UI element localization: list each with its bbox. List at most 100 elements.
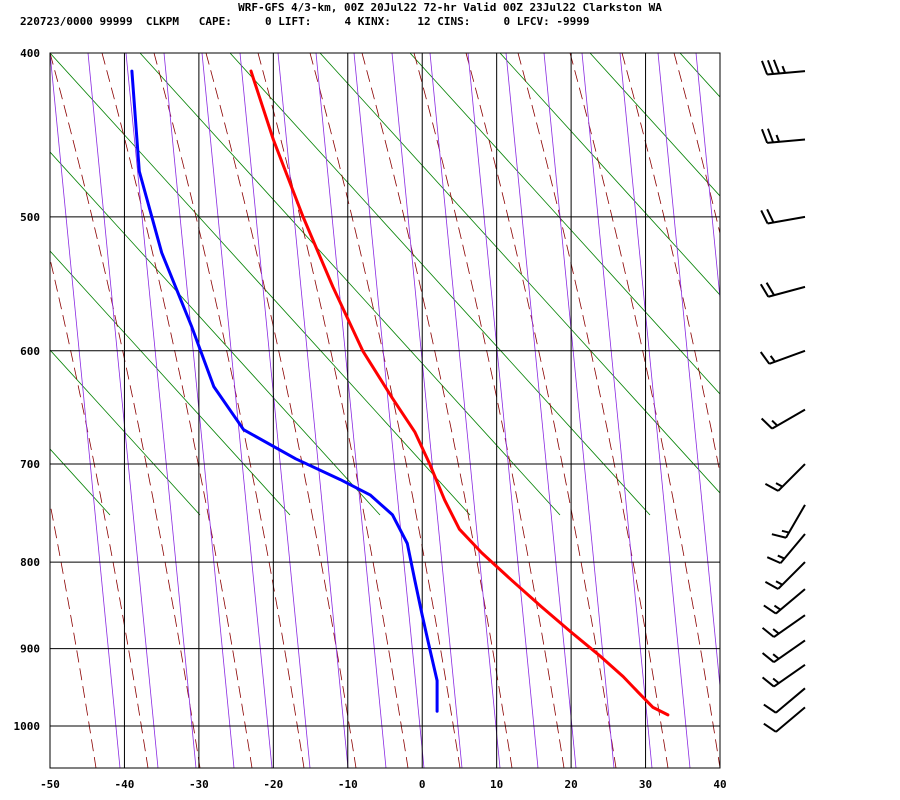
wind-barb-half-flag bbox=[781, 65, 787, 74]
y-tick-label: 500 bbox=[20, 211, 40, 224]
mixing-ratio-line bbox=[657, 53, 720, 691]
wind-barb-staff bbox=[777, 463, 806, 492]
dry-adiabat-line bbox=[0, 53, 20, 515]
wind-barb-staff bbox=[785, 504, 806, 539]
mixing-ratio-line bbox=[391, 53, 463, 768]
mixing-ratio-line bbox=[734, 53, 804, 768]
wind-barb-half-flag bbox=[775, 482, 783, 488]
moist-adiabat-line bbox=[726, 53, 876, 768]
moist-adiabat-line bbox=[778, 53, 900, 768]
x-tick-label: -40 bbox=[115, 778, 135, 791]
moist-adiabat-line bbox=[621, 53, 720, 475]
dry-adiabat-line bbox=[139, 53, 561, 516]
moist-adiabat-line bbox=[465, 53, 617, 768]
wind-barb-staff bbox=[775, 706, 806, 733]
wind-barb bbox=[759, 282, 806, 298]
moist-adiabat-line bbox=[517, 53, 669, 768]
x-tick-label: -20 bbox=[263, 778, 283, 791]
dewpoint-profile-line bbox=[130, 69, 439, 713]
moist-adiabat-line bbox=[153, 53, 305, 768]
chart-title: WRF-GFS 4/3-km, 00Z 20Jul22 72-hr Valid … bbox=[238, 1, 662, 14]
wind-barb-flag bbox=[772, 59, 781, 74]
wind-barb-half-flag bbox=[777, 554, 785, 560]
dry-adiabat-line bbox=[50, 151, 381, 516]
mixing-ratio-line bbox=[50, 53, 121, 768]
wind-barb-flag bbox=[766, 208, 775, 223]
dry-adiabat-line bbox=[860, 53, 900, 515]
sounding-profiles bbox=[130, 69, 670, 717]
wind-barb bbox=[761, 614, 806, 638]
mixing-ratio-line bbox=[467, 53, 539, 768]
dry-adiabat-line bbox=[50, 250, 291, 516]
moist-adiabat-line bbox=[50, 53, 201, 768]
x-tick-label: 40 bbox=[713, 778, 726, 791]
x-tick-label: 20 bbox=[564, 778, 577, 791]
wind-barb-half-flag bbox=[772, 677, 780, 684]
wind-barb bbox=[761, 639, 806, 664]
wind-barb bbox=[761, 59, 806, 76]
wind-barb bbox=[771, 504, 806, 539]
moist-adiabat-line bbox=[830, 53, 900, 768]
wind-barb-staff bbox=[768, 285, 806, 298]
wind-barb-half-flag bbox=[771, 419, 778, 427]
wind-barb-flag bbox=[759, 351, 771, 365]
wind-barb bbox=[763, 588, 806, 615]
wind-barb-half-flag bbox=[772, 628, 780, 635]
wind-barb-staff bbox=[767, 215, 806, 225]
chart-grid bbox=[50, 53, 720, 768]
wind-barb-half-flag bbox=[772, 653, 780, 660]
wind-barb-staff bbox=[773, 639, 806, 664]
moist-adiabat-line bbox=[257, 53, 409, 768]
mixing-ratio-line bbox=[505, 53, 577, 768]
y-axis-ticks: 400 500 600 700 800 900 1000 bbox=[14, 47, 41, 733]
wind-barb-staff bbox=[779, 533, 806, 564]
mixing-ratio-line bbox=[239, 53, 311, 768]
moist-adiabat-line bbox=[309, 53, 461, 768]
mixing-ratio-line bbox=[353, 53, 425, 768]
moist-adiabat-line bbox=[361, 53, 513, 768]
wind-barb-flag bbox=[760, 417, 773, 430]
wind-barb-flag bbox=[763, 604, 777, 615]
wind-barb bbox=[764, 463, 806, 492]
wind-barb-staff bbox=[768, 349, 806, 365]
wind-barb bbox=[763, 706, 806, 733]
dry-adiabat-line bbox=[409, 53, 720, 395]
wind-barb-flag bbox=[766, 59, 775, 75]
dry-adiabat-line bbox=[50, 349, 201, 516]
wind-barb-flag bbox=[763, 722, 777, 733]
wind-barb bbox=[764, 561, 806, 590]
wind-barb-staff bbox=[777, 561, 806, 590]
moist-adiabat-line bbox=[50, 257, 149, 768]
moist-adiabat-line bbox=[673, 53, 720, 236]
temperature-profile-line bbox=[249, 69, 670, 717]
wind-barb-staff bbox=[775, 588, 806, 615]
wind-barbs-column bbox=[759, 59, 806, 733]
wind-barb-flag bbox=[759, 283, 770, 298]
mixing-ratio-line bbox=[695, 53, 720, 303]
wind-barb bbox=[759, 349, 806, 365]
plot-frame bbox=[49, 52, 721, 769]
wind-barb-flag bbox=[761, 128, 769, 144]
wind-barb-staff bbox=[767, 138, 806, 144]
wind-barb bbox=[766, 533, 806, 565]
wind-barb-flag bbox=[761, 652, 775, 663]
wind-barb-half-flag bbox=[781, 529, 790, 534]
wind-barb-flag bbox=[761, 60, 769, 75]
wind-barb bbox=[760, 208, 806, 225]
mixing-ratio-line bbox=[772, 53, 842, 768]
wind-barb-staff bbox=[771, 408, 806, 430]
wind-barb-half-flag bbox=[773, 604, 782, 611]
mixing-ratio-line bbox=[848, 53, 900, 768]
wind-barb bbox=[760, 408, 806, 430]
moist-adiabat-line bbox=[50, 501, 97, 768]
wind-barb-flag bbox=[763, 703, 777, 714]
y-tick-label: 1000 bbox=[14, 720, 41, 733]
wind-barb-flag bbox=[764, 581, 779, 590]
wind-barb-flag bbox=[771, 533, 787, 539]
wind-barb-staff bbox=[767, 70, 806, 76]
x-tick-label: 30 bbox=[639, 778, 652, 791]
y-tick-label: 800 bbox=[20, 556, 40, 569]
wind-barb-half-flag bbox=[769, 355, 776, 363]
sounding-indices: 220723/0000 99999 CLKPM CAPE: 0 LIFT: 4 … bbox=[20, 15, 590, 28]
wind-barb-half-flag bbox=[775, 134, 781, 143]
